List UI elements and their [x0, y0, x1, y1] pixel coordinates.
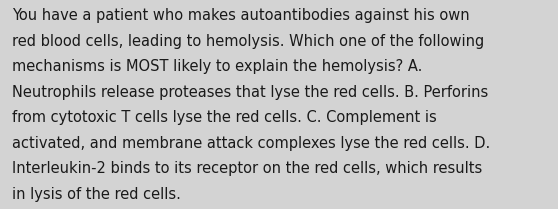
Text: red blood cells, leading to hemolysis. Which one of the following: red blood cells, leading to hemolysis. W…: [12, 34, 484, 49]
Text: from cytotoxic T cells lyse the red cells. C. Complement is: from cytotoxic T cells lyse the red cell…: [12, 110, 437, 125]
Text: You have a patient who makes autoantibodies against his own: You have a patient who makes autoantibod…: [12, 8, 470, 23]
Text: activated, and membrane attack complexes lyse the red cells. D.: activated, and membrane attack complexes…: [12, 136, 490, 151]
Text: mechanisms is MOST likely to explain the hemolysis? A.: mechanisms is MOST likely to explain the…: [12, 59, 422, 74]
Text: Interleukin-2 binds to its receptor on the red cells, which results: Interleukin-2 binds to its receptor on t…: [12, 161, 483, 176]
Text: in lysis of the red cells.: in lysis of the red cells.: [12, 187, 181, 202]
Text: Neutrophils release proteases that lyse the red cells. B. Perforins: Neutrophils release proteases that lyse …: [12, 85, 488, 100]
